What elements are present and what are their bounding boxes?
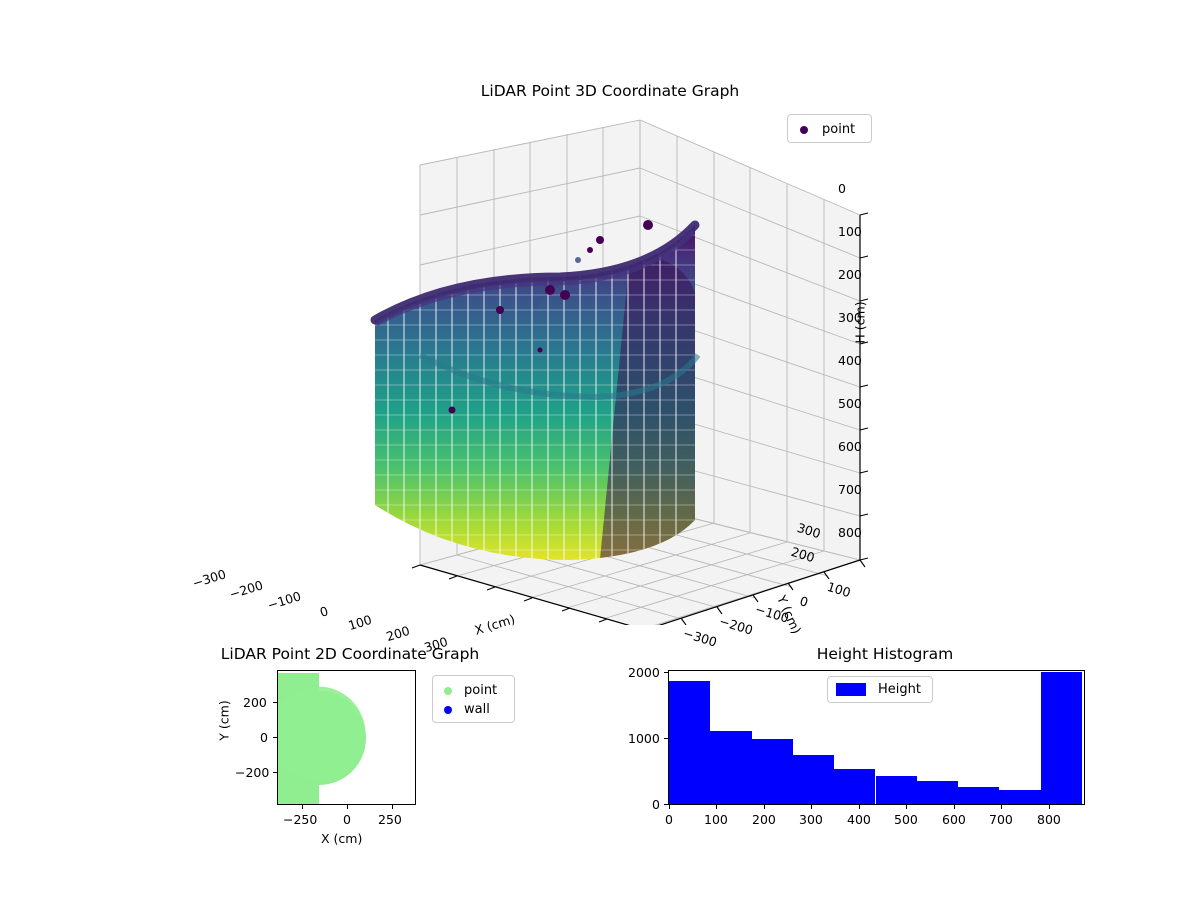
plot2d-xtick-mark-2: [392, 805, 393, 809]
plot2d-legend-label-point: point: [464, 683, 498, 698]
hist-xtick-mark-0: [669, 805, 670, 809]
plot3d-ztick-7: 700: [838, 482, 862, 497]
hist-xtick-2: 200: [752, 812, 776, 827]
hist-xtick-6: 600: [942, 812, 966, 827]
hist-bar-1: [710, 730, 752, 804]
hist-xtick-4: 400: [847, 812, 871, 827]
wall-marker-icon: [444, 705, 452, 714]
hist-xtick-mark-7: [1001, 805, 1002, 809]
plot2d-legend-item-wall[interactable]: wall: [441, 700, 506, 719]
hist-ytick-1: 1000: [628, 731, 660, 746]
hist-xtick-8: 800: [1037, 812, 1061, 827]
plot3d-ztick-8: 800: [838, 525, 862, 540]
hist-bar-6: [916, 780, 959, 804]
hist-bar-4: [834, 769, 876, 804]
plot3d-ztick-0: 0: [838, 181, 846, 196]
hist-xtick-3: 300: [799, 812, 823, 827]
plot2d-ytick-2: −200: [235, 765, 270, 780]
plot2d-xtick-1: 0: [343, 812, 351, 827]
hist-bar-0: [669, 680, 711, 804]
plot3d-ztick-3: 300: [838, 310, 862, 325]
hist-bar-5: [875, 776, 917, 804]
plot2d-ytick-mark-1: [273, 737, 277, 738]
plot2d-ytick-0: 200: [243, 695, 267, 710]
plot3d-ztick-4: 400: [838, 353, 862, 368]
hist-xtick-mark-6: [954, 805, 955, 809]
plot3d-legend-item-point[interactable]: point: [796, 120, 863, 139]
hist-xtick-mark-2: [764, 805, 765, 809]
plot3d-zlabel: H (cm): [852, 301, 868, 344]
plot3d-ztick-2: 200: [838, 267, 862, 282]
plot3d-ztick-6: 600: [838, 439, 862, 454]
plot3d-title: LiDAR Point 3D Coordinate Graph: [480, 82, 740, 100]
hist-ytick-mark-1: [664, 738, 668, 739]
hist-bar-9: [1040, 671, 1082, 804]
hist-bar-2: [751, 739, 793, 804]
lidar-3d-axes: [300, 105, 900, 625]
hist-xtick-mark-1: [716, 805, 717, 809]
hist-bar-3: [792, 754, 835, 804]
plot3d-ztick-1: 100: [838, 224, 862, 239]
hist-bar-8: [999, 789, 1041, 804]
plot2d-legend-item-point[interactable]: point: [441, 681, 506, 700]
hist-ytick-mark-0: [664, 804, 668, 805]
plot3d-xtick-1: −200: [227, 577, 265, 602]
plot3d-xtick-0: −300: [190, 566, 228, 591]
histogram-legend-item-height[interactable]: Height: [836, 681, 924, 698]
plot3d-legend[interactable]: point: [787, 114, 872, 143]
point-marker-icon: [800, 125, 808, 134]
plot2d-xlabel: X (cm): [321, 831, 363, 846]
hist-xtick-7: 700: [989, 812, 1013, 827]
plot3d-xtick-5: 200: [384, 622, 412, 645]
plot2d-ylabel: Y (cm): [216, 700, 232, 741]
plot2d-xtick-2: 250: [378, 812, 402, 827]
plot2d-legend-label-wall: wall: [464, 702, 490, 717]
hist-ytick-2: 2000: [628, 665, 660, 680]
plot2d-legend[interactable]: point wall: [432, 675, 515, 723]
hist-xtick-5: 500: [894, 812, 918, 827]
hist-ytick-mark-2: [664, 672, 668, 673]
lidar-2d-axes: [277, 670, 416, 805]
hist-xtick-1: 100: [704, 812, 728, 827]
histogram-title: Height Histogram: [816, 645, 954, 663]
plot2d-xtick-mark-0: [302, 805, 303, 809]
plot3d-legend-label-point: point: [822, 122, 856, 137]
plot3d-xtick-2: −100: [265, 588, 303, 613]
hist-ytick-0: 0: [652, 797, 660, 812]
plot2d-xtick-0: −250: [283, 812, 318, 827]
plot3d-ytick-0: −300: [681, 625, 719, 650]
plot2d-ytick-mark-0: [273, 702, 277, 703]
plot2d-title: LiDAR Point 2D Coordinate Graph: [220, 645, 480, 663]
height-patch-icon: [836, 683, 866, 696]
hist-xtick-mark-8: [1049, 805, 1050, 809]
plot3d-canvas: [370, 119, 869, 625]
hist-bar-7: [958, 786, 1000, 804]
plot3d-ticks: [411, 212, 869, 625]
plot2d-ytick-mark-2: [273, 772, 277, 773]
hist-xtick-mark-5: [906, 805, 907, 809]
plot2d-ytick-1: 0: [260, 730, 268, 745]
hist-xtick-mark-3: [811, 805, 812, 809]
hist-xtick-0: 0: [665, 812, 673, 827]
histogram-legend[interactable]: Height: [827, 676, 933, 703]
plot2d-canvas: [278, 673, 366, 804]
point-marker-icon: [444, 686, 452, 695]
plot2d-xtick-mark-1: [347, 805, 348, 809]
histogram-legend-label-height: Height: [878, 682, 921, 697]
hist-xtick-mark-4: [859, 805, 860, 809]
plot3d-ztick-5: 500: [838, 396, 862, 411]
